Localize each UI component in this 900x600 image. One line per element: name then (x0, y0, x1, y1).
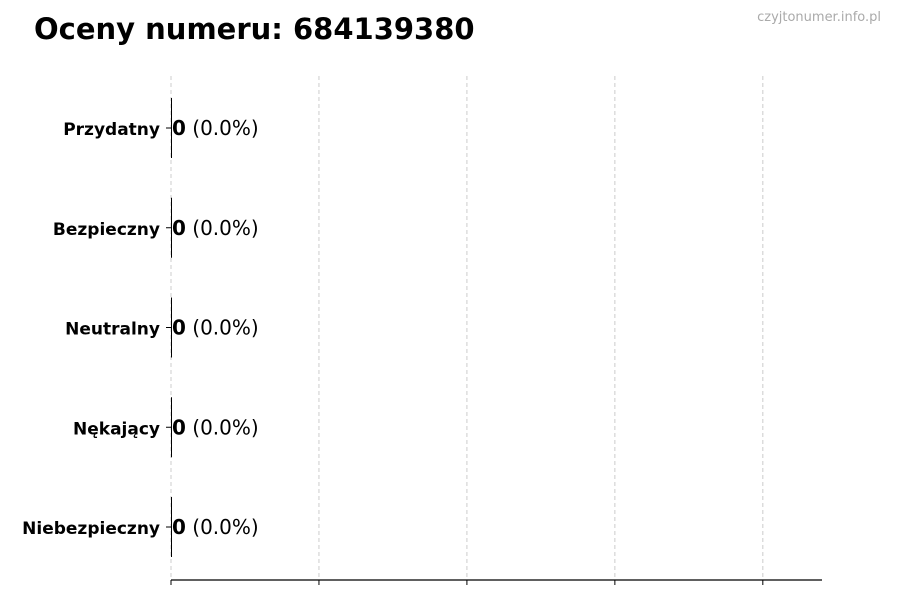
category-label: Nękający (73, 419, 160, 439)
percent-label: (0.0%) (186, 415, 259, 439)
bar (171, 98, 172, 158)
bar (171, 197, 172, 258)
category-label: Przydatny (63, 120, 160, 140)
percent-label: (0.0%) (186, 216, 259, 240)
percent-label: (0.0%) (186, 116, 259, 140)
bar (171, 397, 172, 458)
percent-label: (0.0%) (186, 316, 259, 340)
count-label: 0 (172, 415, 186, 439)
data-label: 0 (0.0%) (172, 515, 259, 539)
data-label: 0 (0.0%) (172, 316, 259, 340)
count-label: 0 (172, 515, 186, 539)
category-label: Bezpieczny (53, 220, 160, 240)
count-label: 0 (172, 116, 186, 140)
data-label: 0 (0.0%) (172, 216, 259, 240)
category-label: Neutralny (65, 320, 160, 340)
bar (171, 497, 172, 557)
bar (171, 297, 172, 358)
data-label: 0 (0.0%) (172, 415, 259, 439)
percent-label: (0.0%) (186, 515, 259, 539)
category-label: Niebezpieczny (22, 519, 160, 539)
data-label: 0 (0.0%) (172, 116, 259, 140)
count-label: 0 (172, 216, 186, 240)
count-label: 0 (172, 316, 186, 340)
chart-title: Oceny numeru: 684139380 (34, 12, 475, 46)
watermark: czyjtonumer.info.pl (757, 10, 881, 25)
